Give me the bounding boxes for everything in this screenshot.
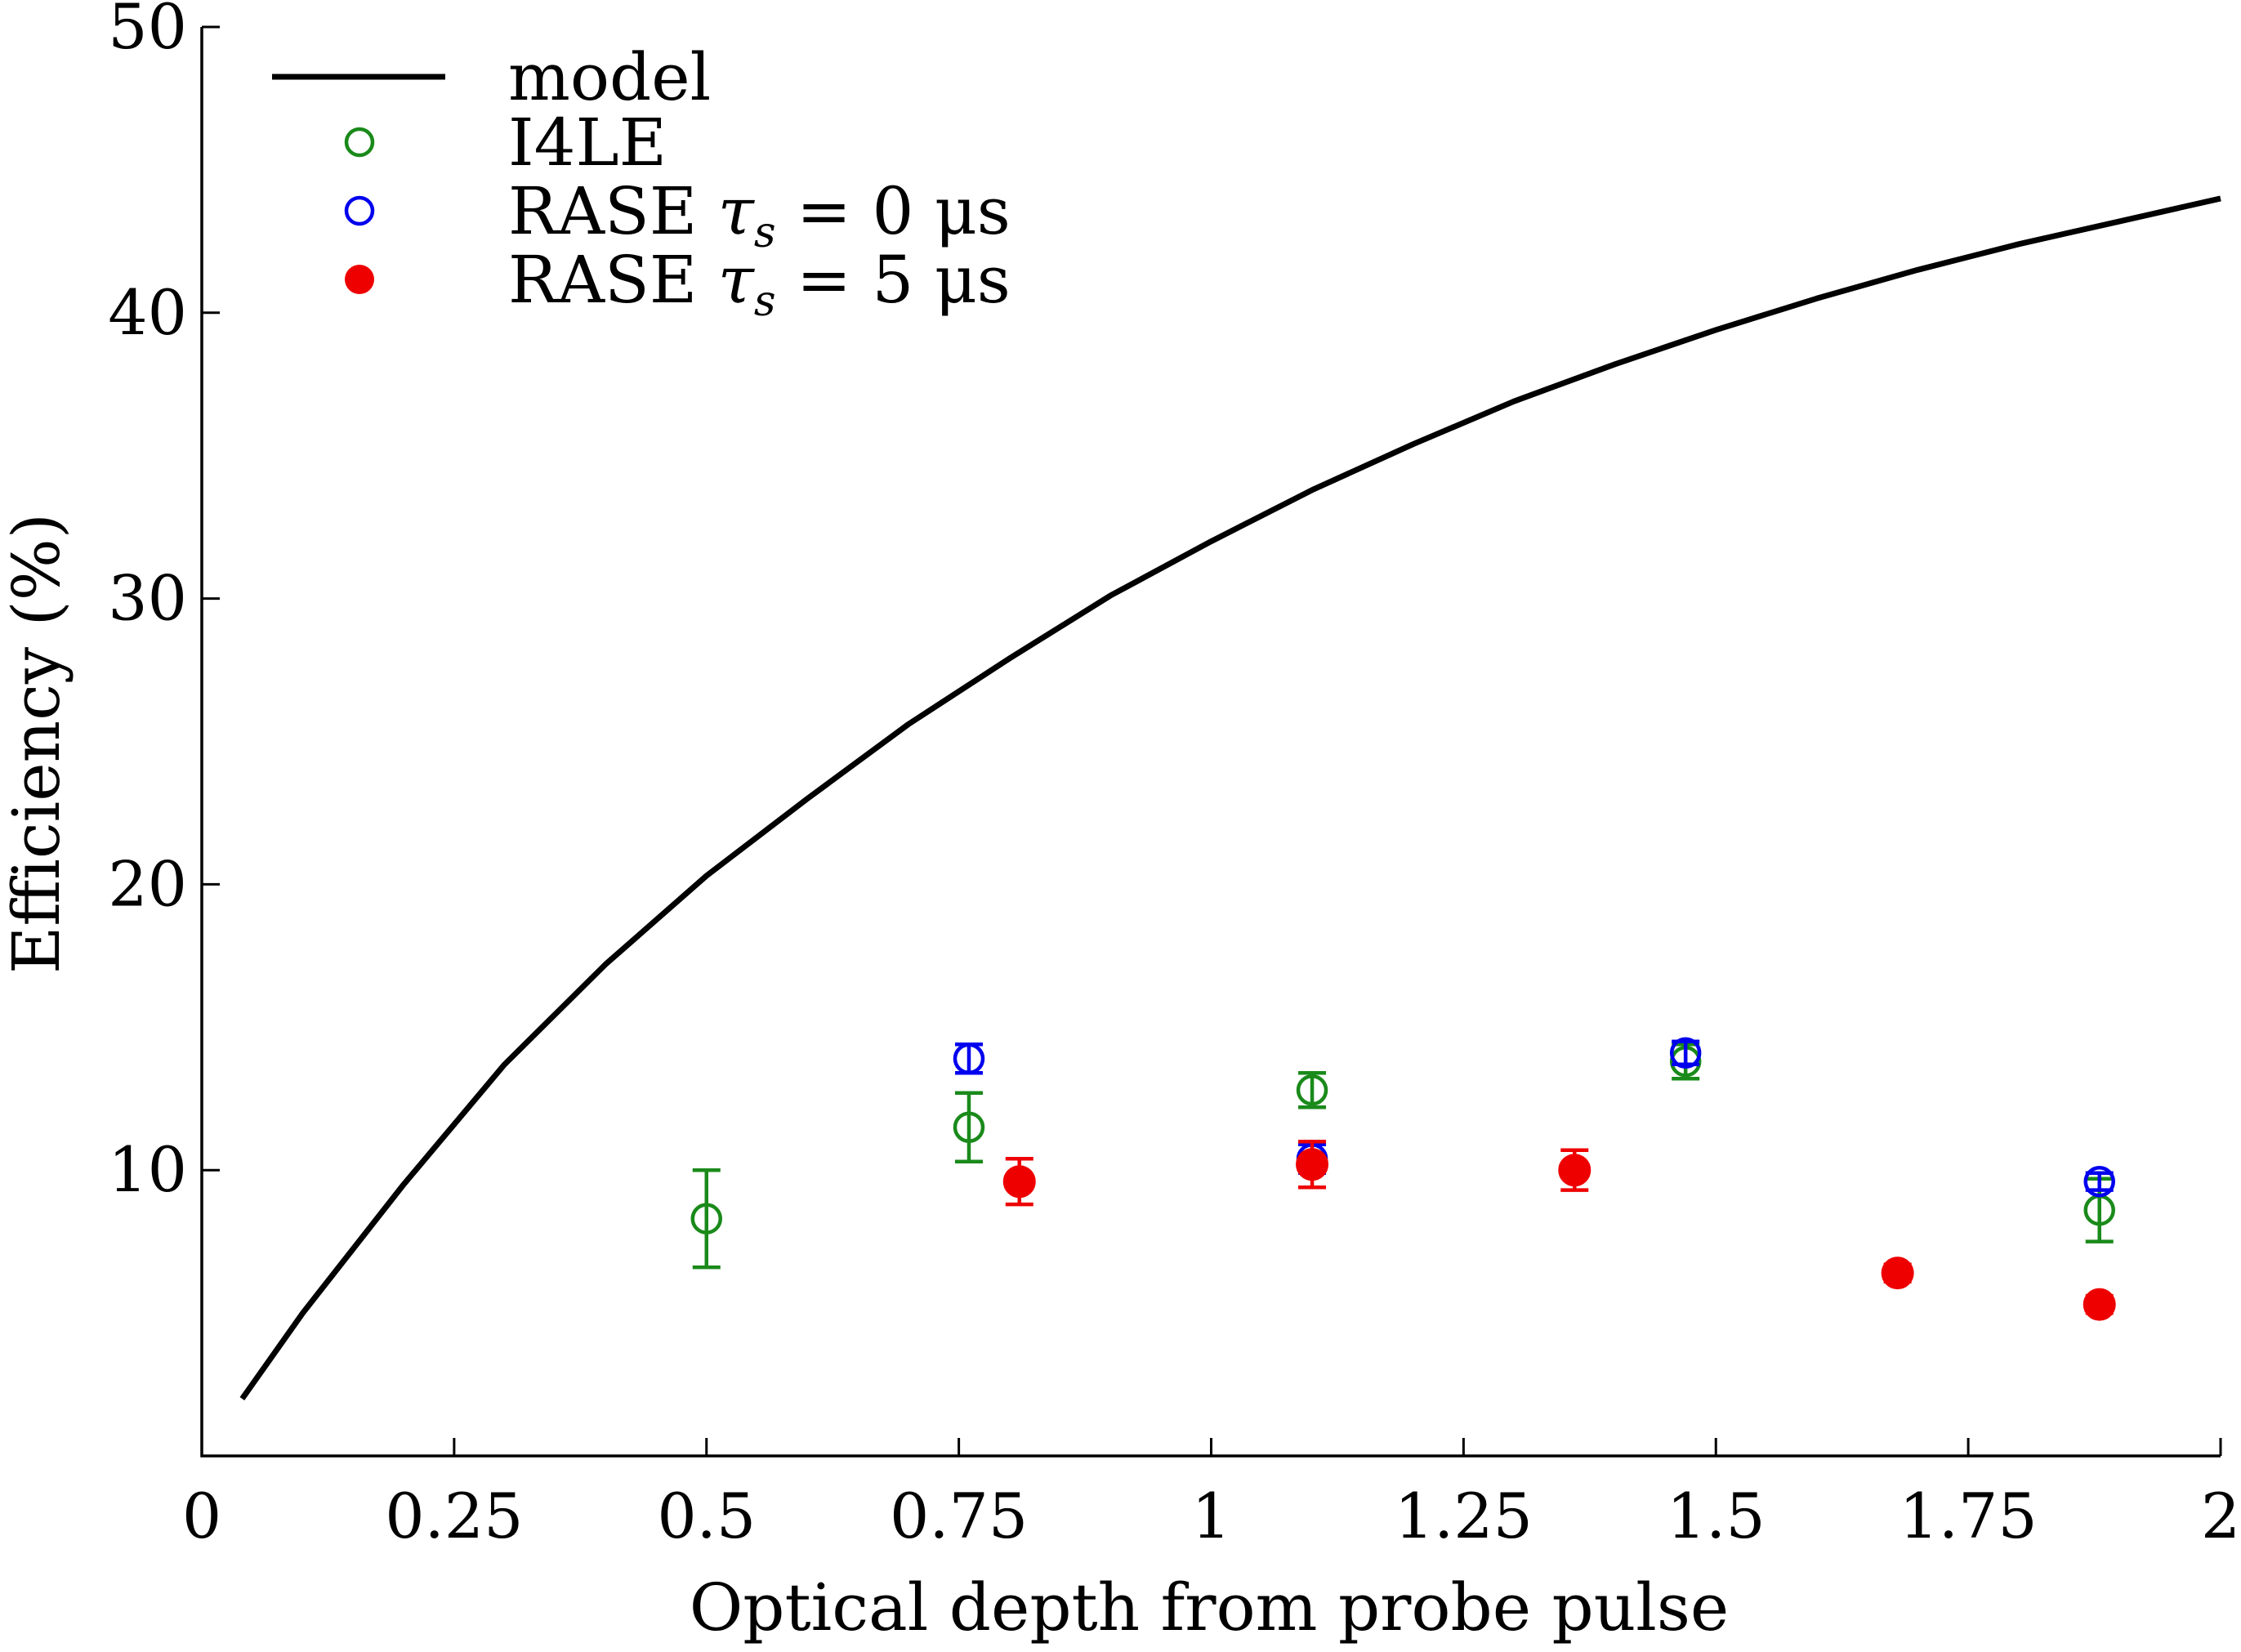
series-model bbox=[239, 195, 2221, 1401]
data-point bbox=[1881, 1257, 1914, 1290]
legend-label-tau: τ bbox=[718, 242, 756, 318]
y-tick-label: 10 bbox=[108, 1133, 187, 1206]
data-point bbox=[1002, 1165, 1036, 1199]
legend-entry: RASE τs = 0 μs bbox=[344, 173, 1011, 257]
series-layer bbox=[239, 195, 2221, 1401]
data-point bbox=[1669, 1037, 1702, 1069]
data-point bbox=[2083, 1165, 2115, 1198]
x-tick-label: 0.25 bbox=[385, 1480, 523, 1552]
data-point bbox=[2083, 1288, 2116, 1321]
legend-entry: model bbox=[272, 39, 711, 115]
data-point bbox=[953, 1043, 985, 1075]
x-tick-label: 1.5 bbox=[1667, 1480, 1766, 1552]
y-tick-label: 20 bbox=[108, 847, 187, 920]
x-tick-label: 0.75 bbox=[890, 1480, 1028, 1552]
legend-label: RASE τs = 5 μs bbox=[508, 242, 1011, 326]
legend-label-rest: = 0 μs bbox=[776, 173, 1011, 249]
x-tick-label: 1 bbox=[1191, 1480, 1230, 1552]
legend-entry: RASE τs = 5 μs bbox=[345, 242, 1011, 326]
legend-marker bbox=[344, 127, 375, 158]
y-tick-label: 40 bbox=[108, 276, 187, 349]
x-axis-label: Optical depth from probe pulse bbox=[690, 1569, 1730, 1645]
data-point bbox=[953, 1111, 985, 1143]
series-rase-tau-s-0-us bbox=[953, 1037, 2115, 1198]
legend-marker bbox=[344, 195, 375, 226]
legend-label: I4LE bbox=[508, 105, 667, 181]
legend-label: model bbox=[508, 39, 711, 115]
data-point bbox=[1558, 1154, 1591, 1187]
y-tick-label: 50 bbox=[108, 0, 187, 63]
x-tick-label: 0.5 bbox=[657, 1480, 756, 1552]
legend-label-main: RASE bbox=[508, 242, 718, 318]
legend-label-subscript: s bbox=[754, 277, 776, 326]
y-axis-label: Efficiency (%) bbox=[0, 513, 74, 974]
x-tick-label: 1.75 bbox=[1899, 1480, 2038, 1552]
y-tick-label: 30 bbox=[108, 562, 187, 635]
legend-label-subscript: s bbox=[754, 208, 776, 257]
legend-label: RASE τs = 0 μs bbox=[508, 173, 1011, 257]
series-rase-tau-s-5-us bbox=[1002, 1139, 2116, 1321]
data-point bbox=[690, 1203, 722, 1235]
x-tick-label: 1.25 bbox=[1395, 1480, 1533, 1552]
x-axis-ticks: 0 0.25 0.5 0.75 1 1.25 1.5 1.75 2 bbox=[182, 1438, 2240, 1552]
y-axis-ticks: 10 20 30 40 50 bbox=[108, 0, 220, 1206]
legend-marker bbox=[345, 265, 374, 294]
data-point bbox=[1296, 1148, 1329, 1181]
model-curve bbox=[239, 195, 2221, 1401]
series-i4le bbox=[690, 1043, 2115, 1270]
data-point bbox=[1296, 1074, 1328, 1106]
axes bbox=[200, 27, 2221, 1458]
x-tick-label: 0 bbox=[182, 1480, 221, 1552]
legend-label-rest: = 5 μs bbox=[776, 242, 1011, 318]
legend-label-tau: τ bbox=[718, 173, 756, 249]
legend-entry: I4LE bbox=[344, 105, 667, 181]
legend-label-main: RASE bbox=[508, 173, 718, 249]
x-tick-label: 2 bbox=[2201, 1480, 2240, 1552]
